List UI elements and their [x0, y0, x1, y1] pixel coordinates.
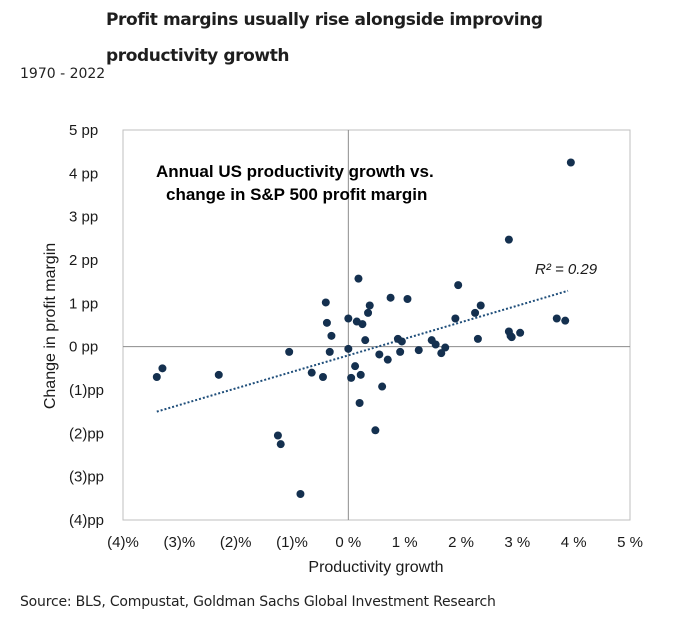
source-note: Source: BLS, Compustat, Goldman Sachs Gl…: [20, 594, 496, 610]
y-tick-label: (2)pp: [69, 425, 104, 442]
data-point: [347, 373, 356, 382]
points-layer: [152, 158, 575, 498]
data-point: [437, 349, 446, 358]
data-point: [552, 314, 561, 323]
data-point: [158, 364, 167, 373]
x-tick-label: 2 %: [448, 534, 474, 551]
inset-title-line-1: Annual US productivity growth vs.: [156, 162, 434, 181]
x-tick-label: (4)%: [107, 534, 139, 551]
data-point: [375, 350, 384, 359]
data-point: [566, 158, 575, 167]
x-tick-label: (1)%: [276, 534, 308, 551]
data-point: [396, 347, 405, 356]
x-tick-label: 5 %: [617, 534, 643, 551]
data-point: [344, 314, 353, 323]
x-tick-label: (3)%: [163, 534, 195, 551]
data-point: [476, 301, 485, 310]
x-tick-label: 4 %: [561, 534, 587, 551]
y-tick-label: 0 pp: [69, 339, 98, 356]
plot-area-frame: [122, 129, 631, 521]
trendline: [156, 289, 569, 413]
data-point: [403, 295, 412, 303]
data-point: [152, 373, 161, 381]
data-point: [516, 328, 525, 337]
data-point: [371, 426, 380, 435]
data-point: [355, 399, 364, 407]
data-point: [322, 318, 331, 327]
x-tick-label: 0 %: [335, 534, 361, 551]
data-point: [414, 346, 423, 355]
x-tick-label: 3 %: [504, 534, 530, 551]
chart-subtitle: 1970 - 2022: [20, 66, 106, 82]
data-point: [354, 274, 363, 283]
data-point: [441, 343, 450, 352]
data-point: [356, 370, 365, 379]
y-tick-label: 3 pp: [69, 209, 98, 226]
data-point: [321, 298, 330, 307]
data-point: [351, 362, 360, 371]
y-tick-label: (4)pp: [69, 512, 104, 529]
y-tick-label: 2 pp: [69, 252, 98, 269]
data-point: [325, 347, 334, 356]
data-point: [364, 308, 373, 317]
y-tick-label: 1 pp: [69, 295, 98, 312]
x-tick-label: (2)%: [220, 534, 252, 551]
x-axis-label: Productivity growth: [308, 559, 443, 576]
data-point: [276, 440, 285, 449]
r-squared-annotation: R² = 0.29: [535, 261, 598, 278]
x-tick-label: 1 %: [392, 534, 418, 551]
data-point: [471, 308, 480, 317]
data-point: [504, 235, 513, 244]
data-point: [507, 333, 516, 342]
data-point: [383, 355, 392, 364]
data-point: [214, 370, 223, 379]
data-point: [318, 373, 327, 381]
y-tick-label: (3)pp: [69, 469, 104, 486]
y-axis-label: Change in profit margin: [42, 243, 59, 409]
y-tick-label: 4 pp: [69, 165, 98, 182]
data-point: [397, 337, 406, 346]
data-point: [386, 293, 395, 302]
y-tick-label: (1)pp: [69, 382, 104, 399]
data-point: [454, 281, 463, 290]
data-point: [365, 301, 374, 310]
data-point: [273, 431, 282, 440]
data-point: [431, 340, 440, 349]
trendline-layer: [156, 289, 569, 413]
y-tick-labels: 5 pp 4 pp 3 pp 2 pp 1 pp 0 pp (1)pp (2)pp (3)pp (…: [69, 122, 104, 529]
data-point: [327, 331, 336, 340]
data-point: [344, 344, 353, 353]
data-point: [285, 347, 294, 356]
inset-title-line-2: change in S&P 500 profit margin: [166, 185, 427, 204]
data-point: [561, 316, 570, 325]
data-point: [296, 490, 305, 498]
y-tick-label: 5 pp: [69, 122, 98, 139]
data-point: [473, 334, 482, 343]
data-point: [451, 314, 460, 323]
data-point: [361, 336, 370, 345]
x-tick-labels: (4)% (3)% (2)% (1)% 0 % 1 % 2 % 3 % 4 % 5 %: [107, 534, 643, 551]
chart-title: Profit margins usually rise alongside im…: [106, 10, 543, 66]
data-point: [378, 382, 387, 391]
data-point: [307, 368, 316, 377]
data-point: [358, 320, 367, 329]
